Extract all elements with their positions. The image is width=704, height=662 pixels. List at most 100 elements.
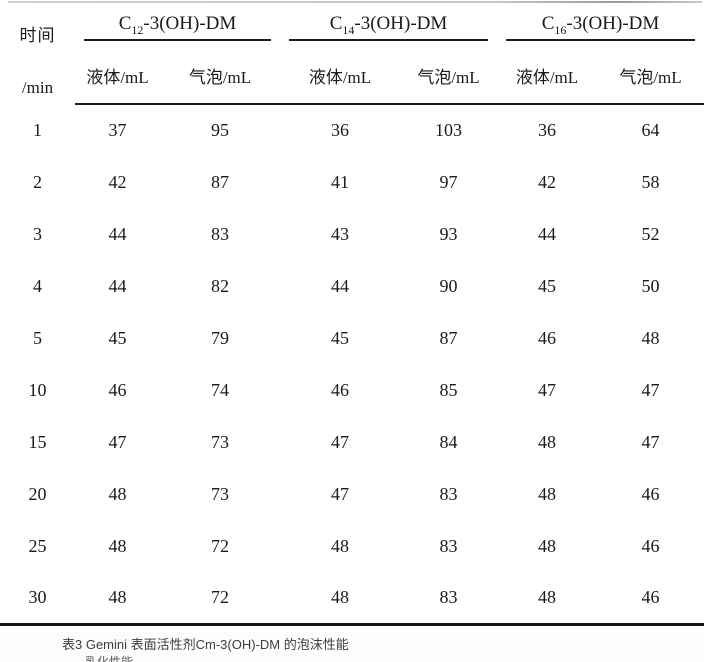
cell-value: 48 bbox=[75, 572, 160, 626]
clipped-next-section-text: 乳化性能 bbox=[85, 655, 134, 662]
cell-value: 47 bbox=[641, 431, 660, 452]
group-c14-subscript: 14 bbox=[342, 22, 355, 37]
cell-value: 103 bbox=[435, 120, 462, 140]
subheader-c14-liquid: 液体/mL bbox=[280, 48, 400, 105]
cell-value: 50 bbox=[641, 275, 660, 296]
cell-value: 46 bbox=[331, 379, 349, 400]
group-header-c14: C14-3(OH)-DM bbox=[280, 6, 497, 48]
table-row: 4 44 82 44 90 45 50 bbox=[0, 260, 704, 312]
table-subheader-row: 液体/mL 气泡/mL 液体/mL 气泡/mL 液体/mL 气泡/mL bbox=[0, 48, 704, 105]
cell-value: 45 bbox=[538, 275, 556, 296]
cell-value: 45 bbox=[331, 327, 349, 348]
time-value: 3 bbox=[33, 223, 42, 244]
group-header-c12: C12-3(OH)-DM bbox=[75, 6, 280, 48]
cell-value: 64 bbox=[641, 120, 660, 140]
table-row: 1 37 95 36 103 36 64 bbox=[0, 104, 704, 156]
table-row: 30 48 72 48 83 48 46 bbox=[0, 572, 704, 626]
cell-value: 45 bbox=[108, 327, 127, 348]
time-value: 10 bbox=[28, 379, 47, 400]
cell-value: 46 bbox=[641, 535, 660, 556]
group-c12-suffix: -3(OH)-DM bbox=[143, 13, 237, 34]
time-header-label: 时间 bbox=[19, 26, 56, 45]
time-column-header: 时间 /min bbox=[0, 6, 75, 104]
cell-value: 48 bbox=[108, 483, 127, 504]
table-group-header-row: 时间 /min C12-3(OH)-DM C14-3(OH)-DM C16-3(… bbox=[0, 6, 704, 97]
cell-value: 46 bbox=[641, 483, 660, 504]
cell-value: 79 bbox=[211, 327, 229, 348]
time-value: 5 bbox=[33, 327, 42, 348]
cell-value: 87 bbox=[439, 327, 458, 348]
cell-value: 90 bbox=[439, 275, 458, 296]
cell-value: 47 bbox=[641, 379, 660, 400]
cell-value: 52 bbox=[641, 223, 660, 244]
cell-value: 85 bbox=[439, 379, 458, 400]
cell-value: 46 bbox=[538, 327, 556, 348]
cell-value: 48 bbox=[538, 431, 556, 452]
group-c16-suffix: -3(OH)-DM bbox=[566, 13, 660, 34]
cell-value: 47 bbox=[108, 431, 127, 452]
group-c14-suffix: -3(OH)-DM bbox=[354, 13, 448, 34]
group-c16-subscript: 16 bbox=[554, 22, 567, 37]
time-value: 20 bbox=[28, 483, 47, 504]
cell-value: 37 bbox=[108, 120, 127, 140]
cell-value: 95 bbox=[211, 120, 229, 140]
cell-value: 97 bbox=[439, 171, 458, 192]
subheader-c16-bubble: 气泡/mL bbox=[597, 48, 704, 105]
time-value: 15 bbox=[28, 431, 47, 452]
time-value: 1 bbox=[33, 119, 42, 140]
cell-value: 58 bbox=[641, 171, 660, 192]
cell-value: 47 bbox=[331, 483, 349, 504]
cell-value: 48 bbox=[641, 327, 660, 348]
subheader-c12-bubble: 气泡/mL bbox=[160, 48, 280, 105]
cell-value: 48 bbox=[280, 572, 400, 626]
cell-value: 83 bbox=[400, 572, 497, 626]
cell-value: 93 bbox=[439, 223, 458, 244]
cell-value: 82 bbox=[211, 275, 229, 296]
cell-value: 72 bbox=[160, 572, 280, 626]
cell-value: 48 bbox=[497, 572, 597, 626]
time-value: 25 bbox=[28, 535, 47, 556]
table-row: 20 48 73 47 83 48 46 bbox=[0, 468, 704, 520]
cell-value: 48 bbox=[538, 483, 556, 504]
table-row: 2 42 87 41 97 42 58 bbox=[0, 156, 704, 208]
cell-value: 73 bbox=[211, 431, 229, 452]
table-row: 3 44 83 43 93 44 52 bbox=[0, 208, 704, 260]
group-c12-subscript: 12 bbox=[131, 22, 144, 37]
time-unit-label: /min bbox=[21, 78, 54, 97]
cell-value: 83 bbox=[439, 483, 458, 504]
cell-value: 43 bbox=[331, 223, 349, 244]
cell-value: 83 bbox=[439, 535, 458, 556]
cell-value: 87 bbox=[211, 171, 229, 192]
cell-value: 46 bbox=[108, 379, 127, 400]
table-caption: 表3 Gemini 表面活性剂Cm-3(OH)-DM 的泡沫性能 bbox=[62, 637, 349, 652]
cell-value: 73 bbox=[211, 483, 229, 504]
cell-value: 72 bbox=[211, 535, 229, 556]
group-header-c16: C16-3(OH)-DM bbox=[497, 6, 704, 48]
subheader-c14-bubble: 气泡/mL bbox=[400, 48, 497, 105]
cell-value: 47 bbox=[331, 431, 349, 452]
cell-value: 74 bbox=[211, 379, 229, 400]
time-value: 4 bbox=[33, 275, 42, 296]
cell-value: 36 bbox=[538, 120, 556, 140]
cell-value: 36 bbox=[331, 120, 349, 140]
top-divider-rule bbox=[8, 1, 702, 3]
cell-value: 44 bbox=[108, 275, 127, 296]
cell-value: 42 bbox=[108, 171, 127, 192]
cell-value: 44 bbox=[108, 223, 127, 244]
subheader-c12-liquid: 液体/mL bbox=[75, 48, 160, 105]
group-c12-prefix: C bbox=[118, 13, 132, 34]
table-row: 25 48 72 48 83 48 46 bbox=[0, 520, 704, 572]
cell-value: 48 bbox=[538, 535, 556, 556]
table-row: 5 45 79 45 87 46 48 bbox=[0, 312, 704, 364]
cell-value: 41 bbox=[331, 171, 349, 192]
cell-value: 48 bbox=[331, 535, 349, 556]
cell-value: 47 bbox=[538, 379, 556, 400]
cell-value: 83 bbox=[211, 223, 229, 244]
cell-value: 44 bbox=[331, 275, 349, 296]
cell-value: 44 bbox=[538, 223, 556, 244]
group-c14-prefix: C bbox=[329, 13, 343, 34]
cell-value: 48 bbox=[108, 535, 127, 556]
group-c16-prefix: C bbox=[541, 13, 555, 34]
foam-performance-table: 时间 /min C12-3(OH)-DM C14-3(OH)-DM C16-3(… bbox=[0, 6, 704, 626]
